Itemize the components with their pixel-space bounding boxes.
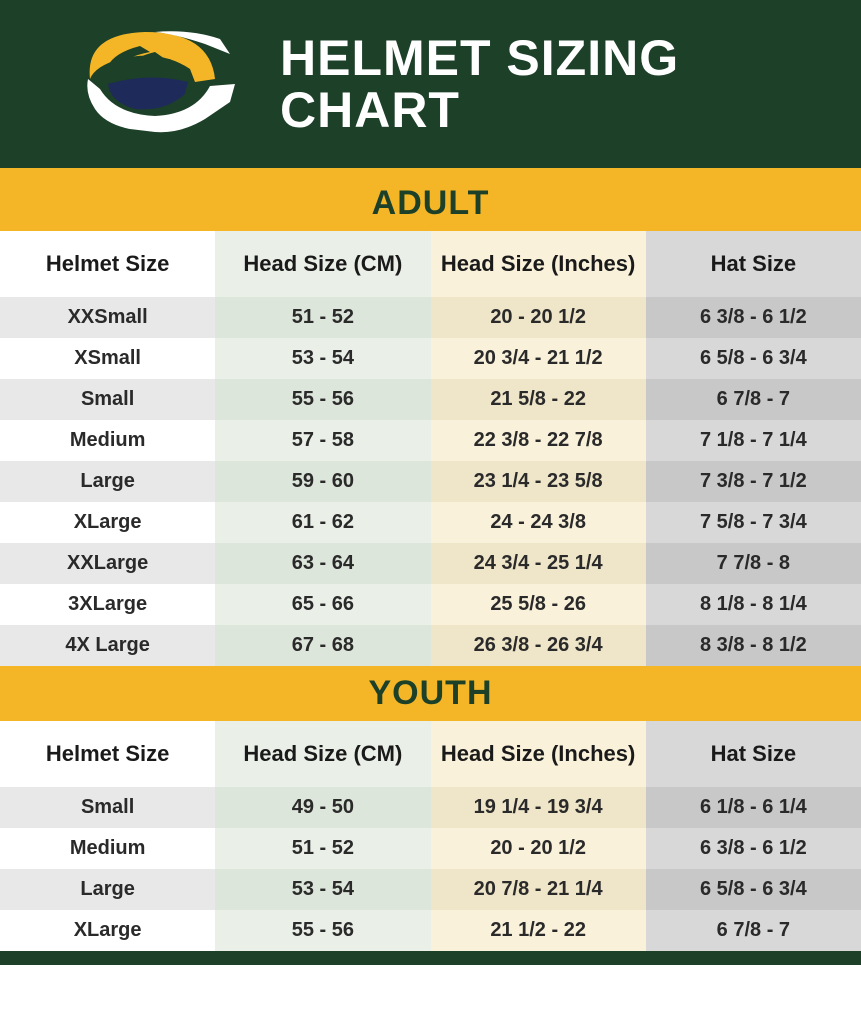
table-row: Large59 - 6023 1/4 - 23 5/87 3/8 - 7 1/2 <box>0 461 861 502</box>
table-cell: 20 7/8 - 21 1/4 <box>431 869 646 910</box>
chart-title: HELMET SIZING CHART <box>280 32 821 137</box>
section-banner: YOUTH <box>0 666 861 721</box>
table-row: XLarge55 - 5621 1/2 - 226 7/8 - 7 <box>0 910 861 951</box>
table-cell: 3XLarge <box>0 584 215 625</box>
table-cell: Large <box>0 869 215 910</box>
table-cell: 57 - 58 <box>215 420 430 461</box>
table-cell: XSmall <box>0 338 215 379</box>
table-cell: XXLarge <box>0 543 215 584</box>
table-row: XXSmall51 - 5220 - 20 1/26 3/8 - 6 1/2 <box>0 297 861 338</box>
table-row: Small55 - 5621 5/8 - 226 7/8 - 7 <box>0 379 861 420</box>
table-cell: 20 3/4 - 21 1/2 <box>431 338 646 379</box>
table-cell: 4X Large <box>0 625 215 666</box>
table-cell: 49 - 50 <box>215 787 430 828</box>
table-cell: 6 5/8 - 6 3/4 <box>646 338 861 379</box>
table-row: XSmall53 - 5420 3/4 - 21 1/26 5/8 - 6 3/… <box>0 338 861 379</box>
table-row: Small49 - 5019 1/4 - 19 3/46 1/8 - 6 1/4 <box>0 787 861 828</box>
table-row: XLarge61 - 6224 - 24 3/87 5/8 - 7 3/4 <box>0 502 861 543</box>
table-cell: Large <box>0 461 215 502</box>
table-cell: 61 - 62 <box>215 502 430 543</box>
table-cell: 19 1/4 - 19 3/4 <box>431 787 646 828</box>
table-cell: 20 - 20 1/2 <box>431 297 646 338</box>
column-header: Helmet Size <box>0 231 215 297</box>
table-row: Medium57 - 5822 3/8 - 22 7/87 1/8 - 7 1/… <box>0 420 861 461</box>
table-cell: 6 3/8 - 6 1/2 <box>646 828 861 869</box>
section-banner: ADULT <box>0 176 861 231</box>
table-cell: 7 5/8 - 7 3/4 <box>646 502 861 543</box>
column-header: Head Size (CM) <box>215 231 430 297</box>
table-cell: 7 7/8 - 8 <box>646 543 861 584</box>
table-cell: 7 3/8 - 7 1/2 <box>646 461 861 502</box>
table-cell: 6 7/8 - 7 <box>646 379 861 420</box>
sizing-table: Helmet SizeHead Size (CM)Head Size (Inch… <box>0 721 861 951</box>
table-cell: 55 - 56 <box>215 379 430 420</box>
column-header: Hat Size <box>646 231 861 297</box>
helmet-icon <box>60 24 240 144</box>
column-header: Hat Size <box>646 721 861 787</box>
table-cell: 24 3/4 - 25 1/4 <box>431 543 646 584</box>
table-cell: Small <box>0 787 215 828</box>
table-cell: 6 7/8 - 7 <box>646 910 861 951</box>
table-cell: 23 1/4 - 23 5/8 <box>431 461 646 502</box>
column-header: Head Size (CM) <box>215 721 430 787</box>
table-cell: Medium <box>0 420 215 461</box>
table-cell: XLarge <box>0 910 215 951</box>
table-cell: 24 - 24 3/8 <box>431 502 646 543</box>
sizing-table: Helmet SizeHead Size (CM)Head Size (Inch… <box>0 231 861 666</box>
table-cell: XLarge <box>0 502 215 543</box>
column-header: Helmet Size <box>0 721 215 787</box>
table-cell: 6 5/8 - 6 3/4 <box>646 869 861 910</box>
table-cell: 6 3/8 - 6 1/2 <box>646 297 861 338</box>
column-header: Head Size (Inches) <box>431 231 646 297</box>
table-cell: XXSmall <box>0 297 215 338</box>
table-row: 4X Large67 - 6826 3/8 - 26 3/48 3/8 - 8 … <box>0 625 861 666</box>
table-cell: 55 - 56 <box>215 910 430 951</box>
table-cell: 67 - 68 <box>215 625 430 666</box>
table-cell: 6 1/8 - 6 1/4 <box>646 787 861 828</box>
table-cell: 21 1/2 - 22 <box>431 910 646 951</box>
table-cell: 51 - 52 <box>215 297 430 338</box>
table-row: 3XLarge65 - 6625 5/8 - 268 1/8 - 8 1/4 <box>0 584 861 625</box>
table-row: Medium51 - 5220 - 20 1/26 3/8 - 6 1/2 <box>0 828 861 869</box>
table-row: XXLarge63 - 6424 3/4 - 25 1/47 7/8 - 8 <box>0 543 861 584</box>
sizing-chart: HELMET SIZING CHART ADULTHelmet SizeHead… <box>0 0 861 965</box>
column-header: Head Size (Inches) <box>431 721 646 787</box>
table-cell: 8 1/8 - 8 1/4 <box>646 584 861 625</box>
table-cell: 59 - 60 <box>215 461 430 502</box>
table-cell: 26 3/8 - 26 3/4 <box>431 625 646 666</box>
table-cell: Small <box>0 379 215 420</box>
table-cell: Medium <box>0 828 215 869</box>
table-cell: 22 3/8 - 22 7/8 <box>431 420 646 461</box>
table-cell: 53 - 54 <box>215 869 430 910</box>
table-cell: 8 3/8 - 8 1/2 <box>646 625 861 666</box>
table-cell: 65 - 66 <box>215 584 430 625</box>
footer-bar <box>0 951 861 965</box>
table-cell: 25 5/8 - 26 <box>431 584 646 625</box>
table-cell: 53 - 54 <box>215 338 430 379</box>
table-cell: 20 - 20 1/2 <box>431 828 646 869</box>
table-cell: 51 - 52 <box>215 828 430 869</box>
table-cell: 7 1/8 - 7 1/4 <box>646 420 861 461</box>
table-cell: 63 - 64 <box>215 543 430 584</box>
table-cell: 21 5/8 - 22 <box>431 379 646 420</box>
table-row: Large53 - 5420 7/8 - 21 1/46 5/8 - 6 3/4 <box>0 869 861 910</box>
header: HELMET SIZING CHART <box>0 0 861 176</box>
